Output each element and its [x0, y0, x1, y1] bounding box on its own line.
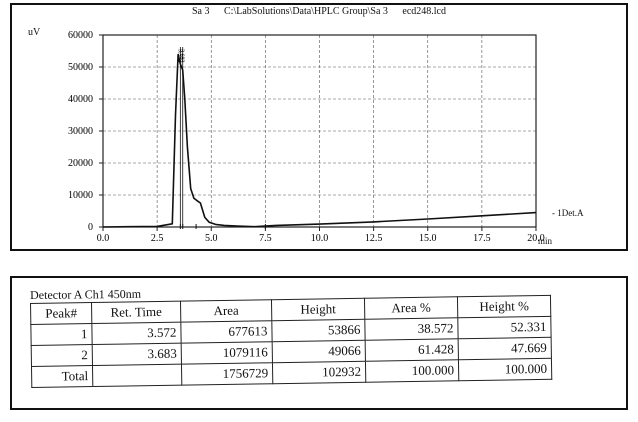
file-name: ecd248.lcd	[402, 6, 446, 17]
x-tick-label: 2.5	[151, 233, 164, 244]
cell-height-pct: 52.331	[457, 316, 552, 339]
cell-area: 677613	[180, 320, 273, 344]
cell-ret-time: 3.572	[91, 322, 182, 345]
x-axis-unit: min	[538, 236, 553, 246]
peak-label: 3.572	[176, 49, 182, 63]
cell-area: 1079116	[181, 341, 273, 365]
chromatogram-panel	[10, 3, 628, 251]
x-tick-label: 7.5	[259, 233, 272, 244]
cell-ret-time	[92, 364, 182, 387]
peak-table: Peak# Ret. Time Area Height Area % Heigh…	[30, 295, 552, 388]
col-header-peak: Peak#	[30, 302, 92, 325]
cell-area-pct: 61.428	[365, 338, 459, 362]
y-tick-label: 10000	[68, 190, 93, 201]
peak-label: 3.683	[179, 49, 185, 63]
cell-area: 1756729	[181, 362, 273, 386]
cell-height: 102932	[272, 361, 366, 384]
detector-legend-name: 1Det.A	[557, 208, 584, 218]
x-tick-label: 20.0	[527, 233, 545, 244]
col-header-height: Height	[271, 298, 365, 321]
cell-height-pct: 47.669	[458, 337, 552, 360]
cell-height: 53866	[271, 319, 366, 342]
x-tick-label: 15.0	[419, 233, 437, 244]
x-tick-label: 10.0	[311, 233, 329, 244]
x-tick-label: 12.5	[365, 233, 383, 244]
cell-ret-time: 3.683	[92, 343, 182, 366]
detector-legend: - 1Det.A	[552, 208, 584, 218]
y-tick-label: 60000	[68, 30, 93, 41]
x-tick-label: 5.0	[205, 233, 218, 244]
chart-header: Sa 3 C:\LabSolutions\Data\HPLC Group\Sa …	[0, 6, 638, 17]
col-header-ret-time: Ret. Time	[91, 301, 181, 324]
y-tick-label: 30000	[68, 126, 93, 137]
y-tick-label: 50000	[68, 62, 93, 73]
cell-height-pct: 100.000	[458, 358, 552, 381]
y-tick-label: 0	[88, 222, 93, 233]
cell-area-pct: 38.572	[364, 317, 459, 341]
sample-name: Sa 3	[192, 6, 210, 17]
y-tick-label: 20000	[68, 158, 93, 169]
cell-area-pct: 100.000	[365, 359, 459, 383]
y-axis-unit: uV	[28, 27, 41, 38]
chromatogram-chart: 0 10000 20000 30000 40000 50000 60000 0.0 2.5 5.0…	[68, 30, 545, 244]
col-header-height-pct: Height %	[457, 295, 551, 318]
x-tick-label: 17.5	[473, 233, 491, 244]
y-tick-label: 40000	[68, 94, 93, 105]
detector-legend-dash: -	[552, 208, 558, 218]
cell-peak: 1	[30, 323, 93, 346]
col-header-area-pct: Area %	[364, 296, 458, 320]
cell-peak: Total	[31, 365, 93, 388]
cell-peak: 2	[31, 344, 93, 367]
data-path: C:\LabSolutions\Data\HPLC Group\Sa 3	[224, 6, 388, 17]
peak-table-panel	[10, 276, 628, 410]
series-line	[102, 53, 537, 228]
cell-height: 49066	[272, 340, 366, 363]
col-header-area: Area	[180, 299, 272, 323]
x-tick-label: 0.0	[97, 233, 110, 244]
